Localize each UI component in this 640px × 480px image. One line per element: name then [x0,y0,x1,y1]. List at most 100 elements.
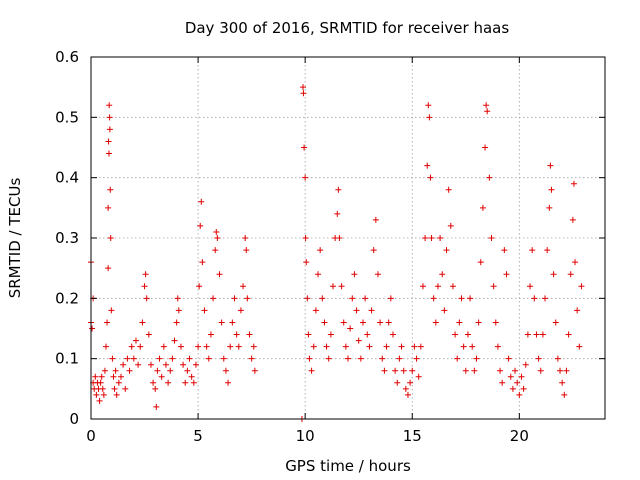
data-point [385,319,392,326]
data-point [381,367,388,374]
data-point [419,283,426,290]
data-point [548,186,555,193]
y-tick-label: 0.1 [55,350,79,368]
data-point [132,337,139,344]
data-point [98,373,105,380]
data-point [574,307,581,314]
data-point [105,204,112,211]
data-point [312,307,319,314]
data-point [195,343,202,350]
data-point [154,367,161,374]
data-point [368,307,375,314]
data-point [537,367,544,374]
data-point [180,361,187,368]
data-point [106,126,113,133]
data-point [321,319,328,326]
data-point [486,174,493,181]
data-point [229,319,236,326]
data-point [494,343,501,350]
data-point [567,271,574,278]
data-point [430,295,437,302]
data-point [153,403,160,410]
data-point [362,295,369,302]
y-tick-label: 0.5 [55,108,79,126]
data-point [93,391,100,398]
data-point [106,114,113,121]
data-point [425,102,432,109]
data-point [366,343,373,350]
data-point [572,259,579,266]
data-point [182,379,189,386]
data-point [539,331,546,338]
data-point [503,271,510,278]
data-point [235,343,242,350]
data-point [379,355,386,362]
data-point [576,343,583,350]
data-point [128,343,135,350]
data-point [428,235,435,241]
data-point [130,355,137,362]
data-point [122,385,129,392]
data-point [231,295,238,302]
data-point [561,391,568,398]
data-point [203,343,210,350]
data-point [467,295,474,302]
data-point [117,373,124,380]
data-point [434,283,441,290]
data-point [198,198,205,205]
data-point [325,355,332,362]
data-point [509,385,516,392]
data-point [473,355,480,362]
data-point [499,379,506,386]
data-point [145,331,152,338]
data-point [188,373,195,380]
data-point [392,367,399,374]
data-point [345,355,351,362]
data-point [120,361,127,368]
data-point [409,367,416,374]
data-point [327,331,334,338]
data-point [432,319,439,326]
data-point [237,307,244,314]
data-point [310,343,317,350]
data-point [483,102,490,109]
data-point [477,259,484,266]
data-point [105,265,112,272]
data-point [349,295,356,302]
data-point [531,295,538,302]
data-point [550,271,557,278]
data-point [546,204,553,211]
data-point [347,325,354,332]
data-point [443,247,450,254]
data-point [317,247,324,254]
data-point [110,373,117,380]
y-tick-label: 0.3 [55,229,79,247]
data-point [396,355,403,362]
data-point [248,355,255,362]
x-tick-label: 20 [510,427,529,445]
data-point [353,307,360,314]
data-point [411,343,418,350]
data-point [529,247,536,254]
data-point [563,367,570,374]
data-point [565,331,572,338]
data-point [370,247,377,254]
x-tick-label: 15 [403,427,422,445]
data-point [524,331,531,338]
data-point [488,235,495,241]
data-point [242,235,249,241]
y-tick-label: 0.6 [55,48,79,66]
x-tick-label: 0 [86,427,96,445]
data-point [124,355,131,362]
data-point [439,271,446,278]
data-point [427,174,434,181]
data-point [336,235,343,241]
data-point [101,367,108,374]
data-point [213,228,220,235]
data-point [330,283,337,290]
data-point [302,174,309,181]
data-point [454,355,461,362]
data-point [207,331,214,338]
data-point [218,319,225,326]
